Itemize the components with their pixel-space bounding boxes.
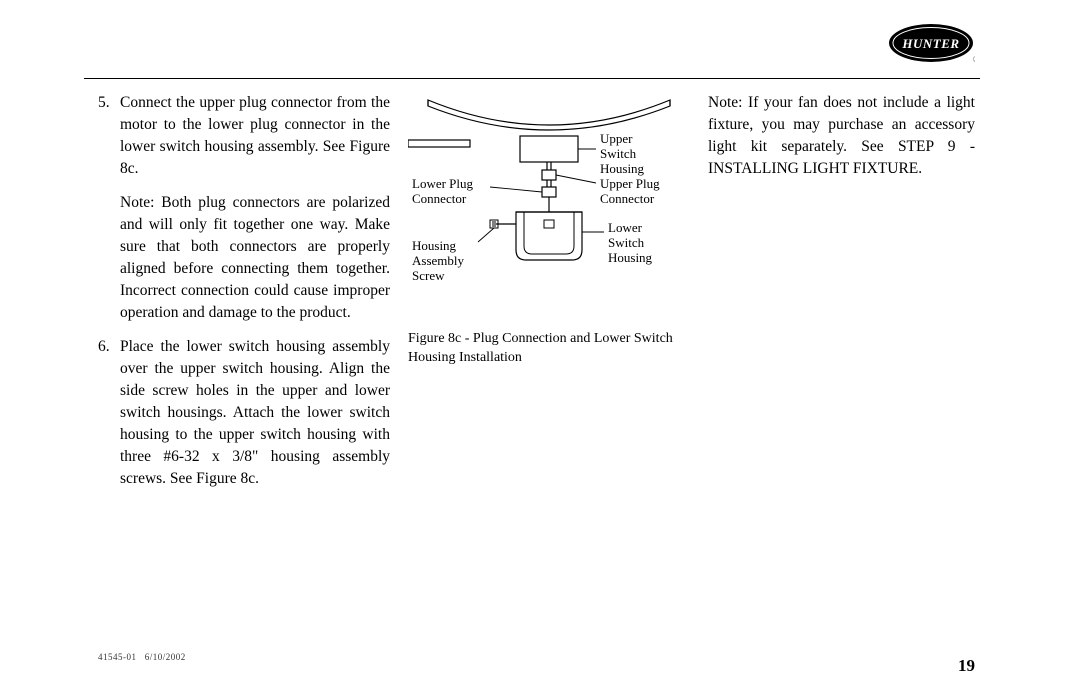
label-upper-plug-connector: Upper Plug Connector bbox=[600, 176, 663, 206]
page-number: 19 bbox=[958, 656, 975, 676]
step-body: Connect the upper plug connector from th… bbox=[120, 92, 390, 180]
label-lower-switch-housing: Lower Switch Housing bbox=[608, 220, 653, 265]
note-connectors: Note: Both plug connectors are polarized… bbox=[98, 192, 390, 324]
doc-date: 6/10/2002 bbox=[145, 652, 186, 662]
doc-number: 41545-01 bbox=[98, 652, 137, 662]
step-number: 6. bbox=[98, 336, 120, 490]
step-number: 5. bbox=[98, 92, 120, 180]
label-lower-plug-connector: Lower Plug Connector bbox=[412, 176, 476, 206]
step-6: 6. Place the lower switch housing assemb… bbox=[98, 336, 390, 490]
svg-text:®: ® bbox=[973, 55, 975, 64]
content-columns: 5. Connect the upper plug connector from… bbox=[98, 92, 975, 502]
figure-caption: Figure 8c - Plug Connection and Lower Sw… bbox=[408, 330, 690, 368]
logo: HUNTER ® bbox=[887, 22, 975, 64]
label-upper-switch-housing: Upper Switch Housing bbox=[600, 131, 645, 176]
note-light-fixture: Note: If your fan does not include a lig… bbox=[708, 92, 975, 180]
step-5: 5. Connect the upper plug connector from… bbox=[98, 92, 390, 180]
column-2: Upper Switch Housing Upper Plug Connecto… bbox=[408, 92, 690, 502]
column-1: 5. Connect the upper plug connector from… bbox=[98, 92, 390, 502]
footer-doc-info: 41545-01 6/10/2002 bbox=[98, 652, 186, 662]
header-rule bbox=[84, 78, 980, 79]
column-3: Note: If your fan does not include a lig… bbox=[708, 92, 975, 502]
label-housing-assembly-screw: Housing Assembly Screw bbox=[412, 238, 467, 283]
logo-text: HUNTER bbox=[901, 36, 959, 51]
step-body: Place the lower switch housing assembly … bbox=[120, 336, 390, 490]
figure-8c: Upper Switch Housing Upper Plug Connecto… bbox=[408, 92, 690, 368]
